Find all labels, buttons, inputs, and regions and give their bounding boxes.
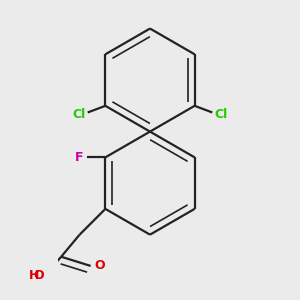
Text: F: F: [74, 151, 83, 164]
Text: O: O: [33, 268, 44, 282]
Text: Cl: Cl: [73, 108, 86, 121]
Text: O: O: [94, 260, 105, 272]
Text: Cl: Cl: [214, 108, 227, 121]
Text: H: H: [29, 268, 40, 282]
